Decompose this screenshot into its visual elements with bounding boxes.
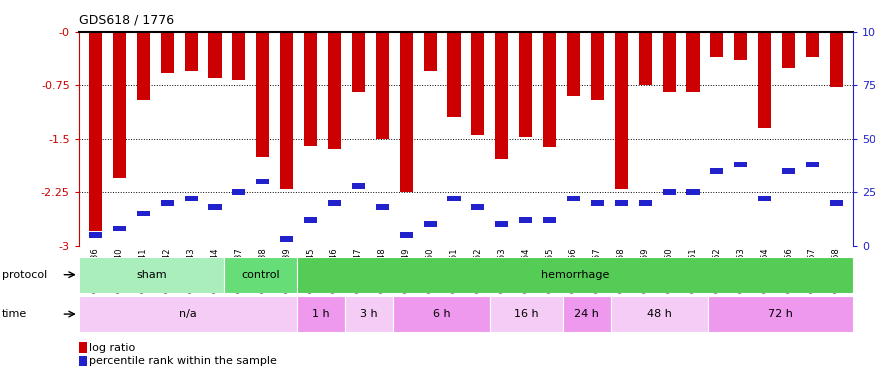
Bar [328, 32, 341, 149]
Bar [256, 178, 270, 184]
Bar [806, 162, 819, 167]
Bar [424, 32, 437, 71]
Bar [615, 32, 628, 189]
Text: 3 h: 3 h [360, 309, 378, 319]
Bar [519, 32, 532, 137]
Bar [611, 296, 708, 332]
Bar [424, 221, 437, 227]
Bar [304, 217, 317, 223]
Text: 24 h: 24 h [575, 309, 599, 319]
Bar [758, 196, 771, 201]
Bar [352, 183, 365, 189]
Bar [662, 189, 676, 195]
Bar [782, 32, 795, 68]
Bar [710, 32, 724, 57]
Bar [232, 32, 246, 80]
Bar [639, 200, 652, 206]
Bar [686, 32, 700, 93]
Bar [185, 32, 198, 71]
Bar [710, 168, 724, 174]
Text: 16 h: 16 h [514, 309, 539, 319]
Bar [686, 189, 700, 195]
Bar [615, 200, 628, 206]
Bar [161, 200, 174, 206]
Bar [136, 32, 150, 100]
Bar [79, 356, 87, 366]
Bar [400, 232, 413, 238]
Text: 1 h: 1 h [312, 309, 330, 319]
Bar [447, 196, 460, 201]
Bar [79, 296, 297, 332]
Bar [256, 32, 270, 157]
Bar [185, 196, 198, 201]
Bar [400, 32, 413, 192]
Bar [806, 32, 819, 57]
Bar [375, 204, 388, 210]
Text: sham: sham [136, 270, 166, 280]
Bar [280, 236, 293, 242]
Bar [79, 257, 224, 292]
Text: percentile rank within the sample: percentile rank within the sample [89, 356, 277, 366]
Text: hemorrhage: hemorrhage [541, 270, 609, 280]
Bar [297, 296, 345, 332]
Bar [543, 32, 556, 147]
Bar [447, 32, 460, 117]
Bar [472, 32, 485, 135]
Bar [224, 257, 297, 292]
Bar [567, 196, 580, 201]
Bar [782, 168, 795, 174]
Bar [472, 204, 485, 210]
Bar [708, 296, 853, 332]
Text: 6 h: 6 h [433, 309, 451, 319]
Bar [113, 226, 126, 231]
Bar [89, 32, 102, 231]
Text: 72 h: 72 h [768, 309, 793, 319]
Bar [113, 32, 126, 178]
Bar [490, 296, 563, 332]
Bar [563, 296, 611, 332]
Bar [352, 32, 365, 93]
Text: time: time [2, 309, 27, 319]
Bar [662, 32, 676, 93]
Bar [830, 200, 843, 206]
Bar [734, 32, 747, 60]
Text: protocol: protocol [2, 270, 47, 280]
Bar [280, 32, 293, 189]
Bar [734, 162, 747, 167]
Bar [758, 32, 771, 128]
Bar [297, 257, 853, 292]
Bar [495, 221, 508, 227]
Bar [89, 232, 102, 238]
Text: n/a: n/a [178, 309, 197, 319]
Bar [519, 217, 532, 223]
Bar [328, 200, 341, 206]
Bar [136, 211, 150, 216]
Bar [304, 32, 317, 146]
Bar [591, 200, 604, 206]
Text: GDS618 / 1776: GDS618 / 1776 [79, 13, 174, 26]
Text: control: control [241, 270, 279, 280]
Bar [232, 189, 246, 195]
Bar [495, 32, 508, 159]
Bar [161, 32, 174, 73]
Bar [830, 32, 843, 87]
Bar [208, 32, 221, 78]
Bar [394, 296, 490, 332]
Bar [79, 342, 87, 353]
Text: 48 h: 48 h [648, 309, 672, 319]
Bar [591, 32, 604, 100]
Bar [543, 217, 556, 223]
Bar [345, 296, 394, 332]
Bar [375, 32, 388, 139]
Text: log ratio: log ratio [89, 343, 136, 353]
Bar [208, 204, 221, 210]
Bar [567, 32, 580, 96]
Bar [639, 32, 652, 86]
